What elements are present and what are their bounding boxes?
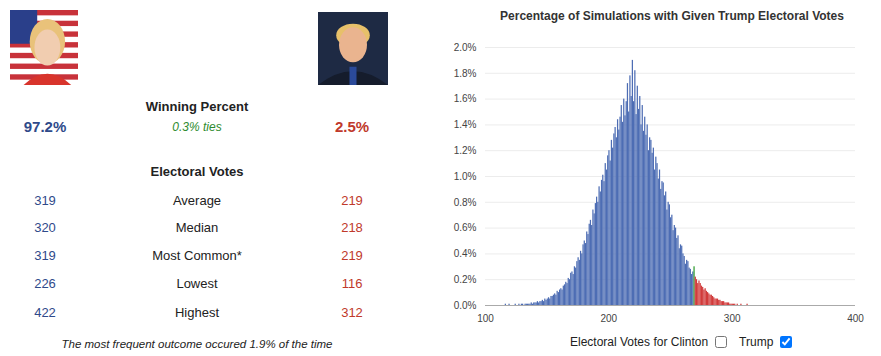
html-text:Median: Median bbox=[175, 220, 219, 235]
html-text:219: 219 bbox=[341, 248, 363, 263]
svg-text:1.2%: 1.2% bbox=[454, 145, 477, 156]
html-text:Winning Percent: Winning Percent bbox=[145, 99, 249, 114]
svg-text:1.0%: 1.0% bbox=[454, 171, 477, 182]
svg-text:0.0%: 0.0% bbox=[454, 300, 477, 311]
html-text:319: 319 bbox=[34, 248, 56, 263]
svg-text:1.4%: 1.4% bbox=[454, 119, 477, 130]
html-text:226: 226 bbox=[34, 276, 56, 291]
html-text:97.2%: 97.2% bbox=[23, 118, 67, 135]
html-text:312: 312 bbox=[341, 305, 363, 320]
html-text:422: 422 bbox=[34, 305, 56, 320]
html-text:The most frequent outcome occu: The most frequent outcome occured 1.9% o… bbox=[61, 338, 333, 350]
html-text:Electoral Votes: Electoral Votes bbox=[150, 164, 244, 179]
html-text:116: 116 bbox=[341, 276, 363, 291]
html-text:219: 219 bbox=[341, 193, 363, 208]
svg-text:2.0%: 2.0% bbox=[454, 42, 477, 53]
html-text:320: 320 bbox=[34, 220, 56, 235]
html-text:319: 319 bbox=[34, 193, 56, 208]
svg-text:0.6%: 0.6% bbox=[454, 222, 477, 233]
html-text:Highest: Highest bbox=[175, 305, 219, 320]
html-text:Average: Average bbox=[172, 193, 222, 208]
html-text:0.3% ties: 0.3% ties bbox=[172, 120, 222, 134]
html-text:Trump: Trump bbox=[739, 335, 774, 349]
svg-text:0.4%: 0.4% bbox=[454, 248, 477, 259]
svg-text:200: 200 bbox=[600, 313, 617, 324]
svg-text:1.6%: 1.6% bbox=[454, 93, 477, 104]
svg-text:300: 300 bbox=[724, 313, 741, 324]
html-text:Most Common*: Most Common* bbox=[152, 248, 242, 263]
html-text:Lowest: Lowest bbox=[176, 276, 218, 291]
html-text:218: 218 bbox=[341, 220, 363, 235]
svg-text:400: 400 bbox=[847, 313, 864, 324]
svg-text:100: 100 bbox=[477, 313, 494, 324]
html-text:2.5%: 2.5% bbox=[334, 118, 370, 135]
svg-text:0.2%: 0.2% bbox=[454, 274, 477, 285]
html-text:Percentage of Simulations with: Percentage of Simulations with Given Tru… bbox=[500, 9, 844, 23]
svg-text:1.8%: 1.8% bbox=[454, 68, 477, 79]
svg-text:0.8%: 0.8% bbox=[454, 197, 477, 208]
html-text:Electoral Votes for Clinton: Electoral Votes for Clinton bbox=[570, 335, 709, 349]
